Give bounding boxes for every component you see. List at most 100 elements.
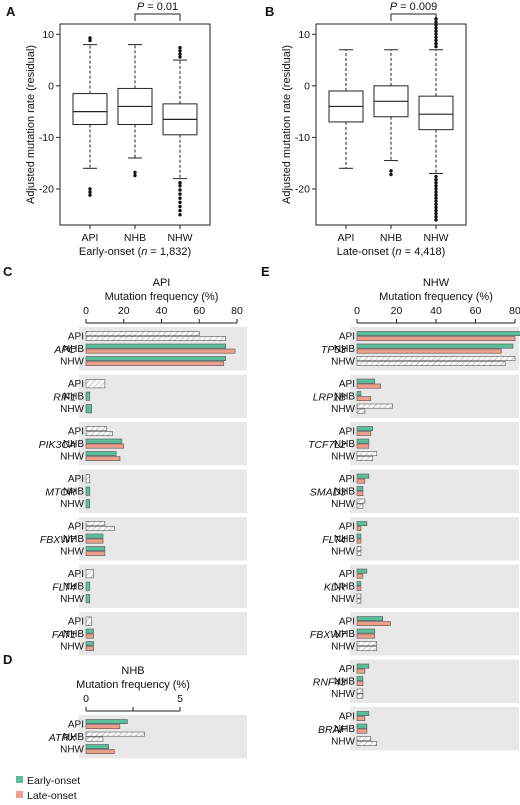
panel-e-gene-flt4-bar-nhw-late [356, 551, 362, 556]
panel-a-box-api-outlier [88, 193, 92, 197]
panel-a-box-nhb-outlier [133, 173, 137, 178]
panel-b-box-nhb-outlier [389, 169, 393, 173]
panel-e-gene-rnf43-bar-api-late [356, 668, 366, 674]
panel-b-box-nhw-outlier [434, 174, 438, 179]
panel-a-ytick-label: -10 [39, 132, 54, 144]
panel-e-gene-tp53-bar-nhb-early [356, 343, 514, 349]
panel-b-box-nhw-outlier [434, 23, 438, 27]
panel-b-box-nhw-outlier [434, 184, 438, 188]
panel-c-gene-fbxw7-group-api: API [68, 522, 84, 533]
panel-c-gene-apc-bar-nhw-early [85, 356, 226, 361]
panel-e-gene-tcf7l2-bar-api-early [356, 426, 374, 431]
panel-c-gene-flt4-bar-nhw-combined [85, 594, 91, 604]
panel-c-gene-fat1-bar-nhw-early [85, 641, 94, 646]
panel-c-gene-fbxw7-bar-api-early [85, 521, 106, 526]
panel-letter-c: C [3, 264, 13, 279]
panel-c-gene-mtor-bar-nhb-combined [85, 486, 91, 496]
panel-c-gene-apc-group-api: API [68, 332, 84, 343]
panel-e-gene-lrp1b-group-api: API [339, 379, 355, 390]
panel-e-gene-braf-bar-api-late [356, 716, 366, 721]
panel-c-gene-fbxw7-block [79, 517, 247, 561]
panel-a-box-nhw-outlier [178, 184, 182, 188]
panel-e-gene-rnf43-bar-api-early [356, 663, 370, 669]
panel-e-gene-kdr-bar-api-early [356, 568, 368, 574]
panel-c-gene-fat1-bar-nhw-late [85, 646, 94, 651]
panel-b-box-nhw-outlier [434, 187, 438, 191]
panel-c-gene-rif1-group-api: API [68, 379, 84, 390]
panel-e-gene-rnf43-group-nhw: NHW [331, 689, 355, 700]
panel-d-gene-atrx-bar-nhw-late [85, 749, 115, 754]
panel-b-ytick-label: 10 [298, 29, 310, 41]
panel-a-box-nhw-outlier [178, 49, 182, 53]
panel-e-gene-tp53-group-api: API [339, 332, 355, 343]
panel-e-gene-smad3-group-api: API [339, 474, 355, 485]
panel-c-gene-pik3ca-bar-nhw-early [85, 451, 117, 456]
panel-e-x-axis-title: Mutation frequency (%) [379, 291, 493, 303]
panel-d-xtick-label: 5 [177, 693, 183, 705]
panel-e-gene-braf-group-nhb: NHB [334, 724, 355, 735]
panel-e-gene-smad3-bar-nhw-late [356, 503, 364, 509]
panel-c-xtick-label: 40 [156, 305, 168, 317]
panel-c-gene-apc-group-nhw: NHW [60, 357, 84, 368]
panel-e-gene-tcf7l2-bar-api-late [356, 431, 372, 436]
panel-e-gene-tp53-label: TP53 [321, 344, 346, 356]
panel-e-gene-fbxw7-label: FBXW7 [310, 629, 347, 641]
panel-e-xtick-label: 80 [509, 305, 520, 317]
panel-c-gene-fat1-group-nhw: NHW [60, 642, 84, 653]
panel-letter-a: A [6, 4, 16, 19]
panel-c-xtick-label: 20 [118, 305, 130, 317]
panel-d-gene-atrx-group-nhb: NHB [63, 732, 84, 743]
panel-b-ytick-label: 0 [304, 80, 310, 92]
panel-c-gene-apc-bar-nhw-late [85, 361, 225, 366]
panel-b-box-nhw-outlier [434, 218, 438, 222]
panel-c-gene-fbxw7-bar-nhw-late [85, 551, 106, 556]
panel-a-box-api-outlier [88, 190, 92, 194]
panel-b-box-nhw-outlier [434, 196, 438, 200]
panel-e-gene-lrp1b-bar-nhb-late [356, 396, 372, 401]
panel-c-gene-pik3ca-label: PIK3CA [39, 439, 76, 451]
panel-d-x-axis-title: Mutation frequency (%) [76, 679, 190, 691]
panel-e-gene-tcf7l2-bar-nhb-early [356, 438, 370, 444]
panel-b-box-nhw-outlier [434, 44, 438, 49]
panel-d-gene-atrx-group-nhw: NHW [60, 745, 84, 756]
panel-c-title: API [153, 277, 171, 289]
panel-e-gene-tp53-group-nhw: NHW [331, 357, 355, 368]
panel-b-box-nhw-outlier [434, 20, 438, 24]
panel-c-gene-rif1-bar-nhb-combined [85, 391, 91, 401]
panel-b-box-nhw-outlier [434, 181, 438, 185]
panel-c-gene-fbxw7-bar-api-late [85, 526, 115, 531]
panel-b-box-nhb-outlier [389, 172, 393, 177]
panel-c-gene-pik3ca-bar-nhb-early [85, 438, 123, 444]
panel-e-gene-kdr-group-nhb: NHB [334, 582, 355, 593]
panel-e-gene-kdr-bar-nhw-late [356, 598, 362, 604]
panel-d-gene-atrx-bar-api-late [85, 724, 121, 729]
panel-a-y-axis-label: Adjusted mutation rate (residual) [25, 45, 37, 204]
panel-e-xtick-label: 40 [430, 305, 442, 317]
panel-b-xtick-nhb: NHB [380, 232, 402, 244]
panel-c-gene-apc-bar-nhb-late [85, 348, 236, 354]
panel-b-xtick-api: API [338, 232, 355, 244]
panel-e-gene-smad3-bar-api-late [356, 478, 366, 484]
panel-a-box-nhw-outlier [178, 200, 182, 205]
panel-b-box-nhw-outlier [434, 177, 438, 182]
panel-c-xtick-label: 0 [83, 305, 89, 317]
panel-e-gene-braf-bar-nhw-late [356, 741, 378, 746]
panel-a-box-nhw-outlier [178, 52, 182, 56]
panel-e-gene-kdr-block [350, 564, 519, 608]
panel-e-gene-flt4-block [350, 517, 519, 561]
panel-e-gene-rnf43-bar-nhw-late [356, 693, 364, 699]
panel-d-gene-atrx-bar-nhb-late [85, 736, 104, 742]
panel-e-xtick-label: 0 [354, 305, 360, 317]
panel-e-gene-fbxw7-group-nhb: NHB [334, 629, 355, 640]
panel-c-gene-fbxw7-bar-nhw-early [85, 546, 106, 551]
panel-e-gene-kdr-bar-nhb-early [356, 581, 362, 586]
panel-c-gene-mtor-block [79, 469, 247, 513]
panel-c-gene-mtor-group-nhw: NHW [60, 499, 84, 510]
panel-b-p-value: P = 0.009 [390, 1, 437, 13]
panel-e-gene-kdr-group-api: API [339, 569, 355, 580]
panel-c-gene-rif1-label: RIF1 [53, 391, 76, 403]
panel-e-xtick-label: 60 [470, 305, 482, 317]
panel-e-title: NHW [423, 277, 450, 289]
panel-c-gene-apc-bar-api-early [85, 331, 200, 336]
